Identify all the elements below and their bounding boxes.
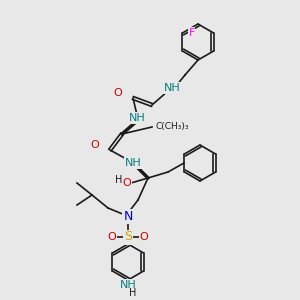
Text: O: O [123,178,131,188]
Text: F: F [188,28,195,38]
Text: O: O [140,232,148,242]
Text: O: O [108,232,116,242]
Text: NH: NH [164,83,180,93]
Text: H: H [129,288,137,298]
Text: NH: NH [129,113,146,123]
Text: C(CH₃)₃: C(CH₃)₃ [156,122,190,131]
Text: H: H [115,175,123,185]
Text: S: S [124,230,132,244]
Text: O: O [91,140,99,150]
Text: O: O [114,88,122,98]
Text: N: N [123,209,133,223]
Text: NH: NH [120,280,136,290]
Text: NH: NH [124,158,141,168]
